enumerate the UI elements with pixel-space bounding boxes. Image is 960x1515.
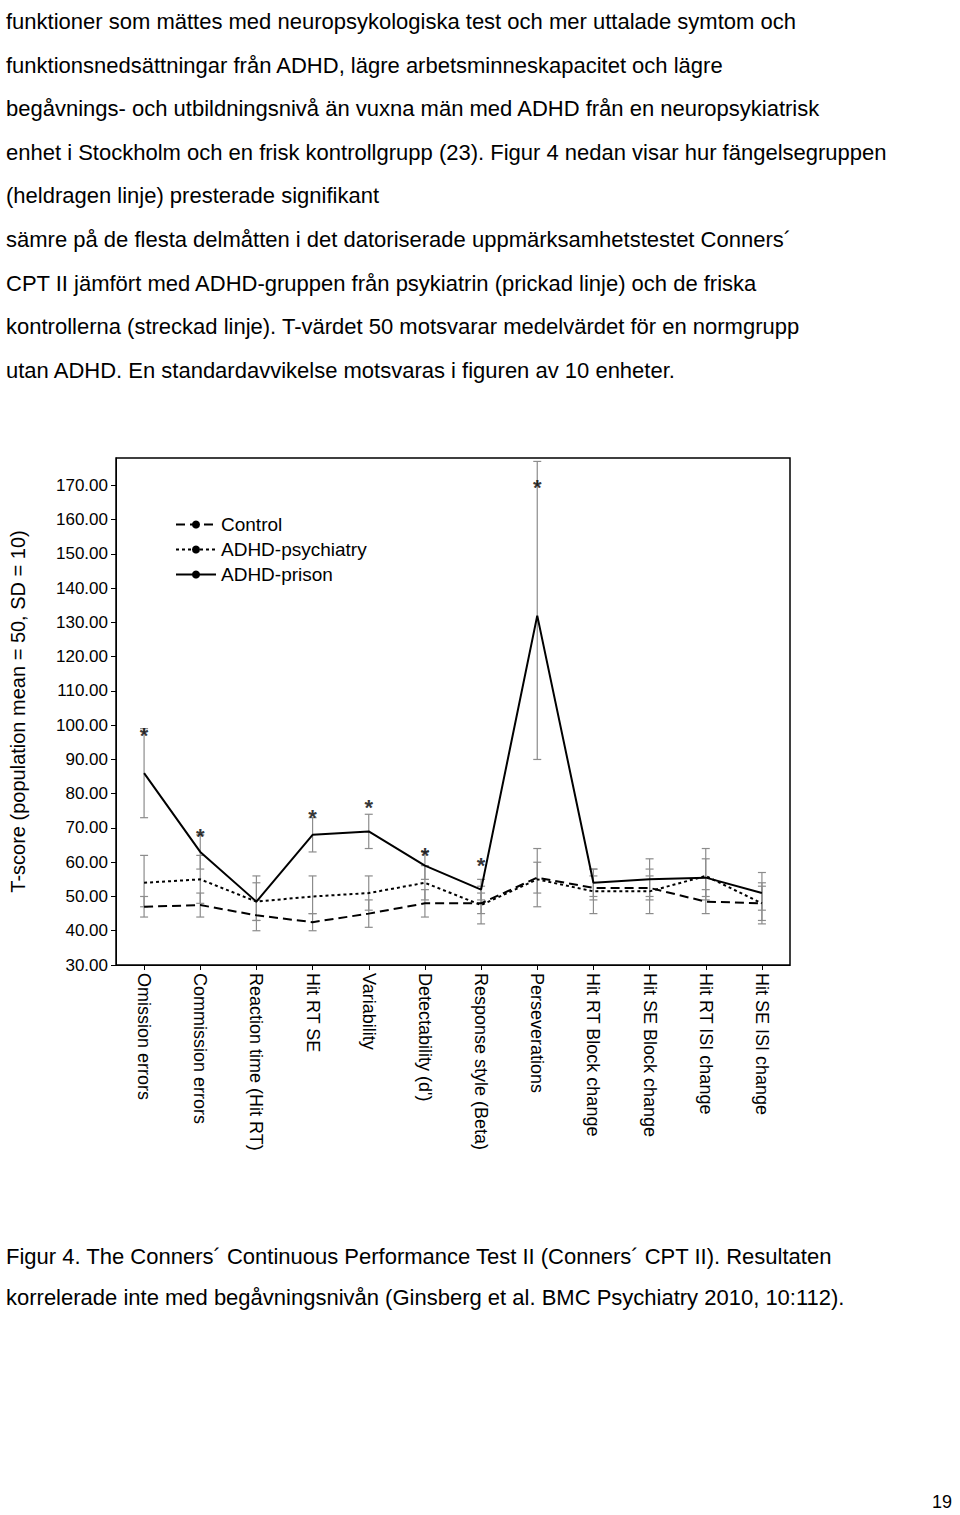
html-text:begåvnings- och utbildningsniv: begåvnings- och utbildningsnivå än vuxna… <box>6 96 820 122</box>
svg-text:Perseverations: Perseverations <box>527 973 547 1093</box>
svg-text:30.00: 30.00 <box>65 956 108 975</box>
svg-text:*: * <box>533 475 542 500</box>
svg-text:Control: Control <box>221 514 282 535</box>
svg-text:130.00: 130.00 <box>56 613 108 632</box>
svg-text:150.00: 150.00 <box>56 544 108 563</box>
svg-text:Hit RT ISI change: Hit RT ISI change <box>696 973 716 1114</box>
svg-text:70.00: 70.00 <box>65 818 108 837</box>
svg-text:40.00: 40.00 <box>65 921 108 940</box>
svg-text:*: * <box>308 805 317 830</box>
svg-text:Variability: Variability <box>359 973 379 1050</box>
svg-text:ADHD-psychiatry: ADHD-psychiatry <box>221 539 367 560</box>
svg-text:*: * <box>477 853 486 878</box>
svg-text:Hit SE Block change: Hit SE Block change <box>640 973 660 1137</box>
svg-text:Detectability (d'): Detectability (d') <box>415 973 435 1101</box>
html-text:CPT II jämfört med ADHD-gruppe: CPT II jämfört med ADHD-gruppen från psy… <box>6 270 757 296</box>
html-text:sämre på de flesta delmåtten i: sämre på de flesta delmåtten i det dator… <box>6 227 792 252</box>
html-text:Figur 4. The Conners´ Continuo: Figur 4. The Conners´ Continuous Perform… <box>6 1244 832 1269</box>
html-text:19: 19 <box>932 1492 952 1512</box>
svg-text:T-score (population mean = 50,: T-score (population mean = 50, SD = 10) <box>7 530 29 892</box>
svg-text:Hit SE ISI change: Hit SE ISI change <box>752 973 772 1115</box>
svg-text:60.00: 60.00 <box>65 853 108 872</box>
svg-text:*: * <box>196 824 205 849</box>
svg-text:Hit RT Block change: Hit RT Block change <box>583 973 603 1136</box>
svg-text:Hit RT SE: Hit RT SE <box>303 973 323 1052</box>
svg-text:Response style (Beta): Response style (Beta) <box>471 973 491 1150</box>
svg-text:Commission errors: Commission errors <box>190 973 210 1124</box>
svg-text:140.00: 140.00 <box>56 579 108 598</box>
svg-text:120.00: 120.00 <box>56 647 108 666</box>
svg-text:*: * <box>364 795 373 820</box>
html-text:funktionsnedsättningar från AD: funktionsnedsättningar från ADHD, lägre … <box>6 52 723 78</box>
svg-text:90.00: 90.00 <box>65 750 108 769</box>
html-text:utan ADHD. En standardavvikels: utan ADHD. En standardavvikelse motsvara… <box>6 357 675 383</box>
svg-text:110.00: 110.00 <box>57 681 108 700</box>
svg-text:170.00: 170.00 <box>56 476 108 495</box>
svg-text:*: * <box>421 843 430 868</box>
svg-text:ADHD-prison: ADHD-prison <box>221 564 333 585</box>
svg-text:50.00: 50.00 <box>65 887 108 906</box>
svg-text:Reaction time (Hit RT): Reaction time (Hit RT) <box>246 973 266 1151</box>
svg-text:80.00: 80.00 <box>65 784 108 803</box>
html-text:korrelerade inte med begåvning: korrelerade inte med begåvningsnivån (Gi… <box>6 1285 845 1310</box>
html-text:enhet i Stockholm och en frisk: enhet i Stockholm och en frisk kontrollg… <box>6 139 887 209</box>
html-text:kontrollerna (streckad linje).: kontrollerna (streckad linje). T-värdet … <box>6 314 800 340</box>
svg-text:100.00: 100.00 <box>56 716 108 735</box>
html-text:funktioner som mättes med neur: funktioner som mättes med neuropsykologi… <box>6 9 796 34</box>
svg-text:*: * <box>140 723 149 748</box>
svg-text:Omission errors: Omission errors <box>134 973 154 1100</box>
svg-text:160.00: 160.00 <box>56 510 108 529</box>
